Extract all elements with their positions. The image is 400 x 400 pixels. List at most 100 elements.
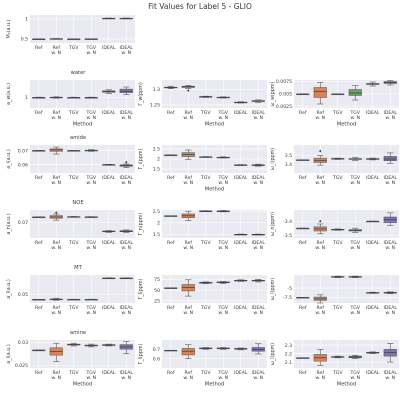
box-ref-w-n [181,344,195,359]
box-tgv-w-n [84,298,98,301]
x-tick-label: TGV [200,305,211,311]
box-ideal [102,17,116,20]
box-ref [296,227,310,230]
section-label-amine: amine [70,330,86,336]
section-label-mt: MT [74,265,82,271]
x-tick-label: TGV [85,370,96,376]
box-tgv [67,150,81,152]
box-tgv [331,228,345,231]
box-ideal-w-n [251,99,265,103]
x-tick-label: TGV [200,110,211,116]
box-tgv-w-n [348,354,362,359]
x-tick-label: TGV [349,305,360,311]
x-tick-label: w. N [121,50,131,56]
box-ref-w-n [313,149,327,166]
x-tick-label: TGV [68,45,79,51]
x-tick-label: TGV [217,240,228,246]
x-tick-label: Ref [299,370,307,376]
box-ref-w-n [313,82,327,105]
y-tick-label: 1.3 [153,87,160,93]
x-tick-label: w. N [51,115,61,121]
y-tick-label: 0.5 [21,37,28,43]
y-tick-label: 3.4 [285,162,292,168]
box-ideal-w-n [119,277,133,280]
x-tick-label: TGV [68,305,79,311]
y-tick-label: 0.6 [153,356,160,362]
x-tick-label: Ref [317,370,325,376]
box-tgv-w-n [216,210,230,213]
x-tick-label: w. N [218,115,228,121]
x-tick-label: w. N [385,180,395,186]
box-tgv [331,275,345,278]
x-tick-label: IDEAL [366,240,380,246]
box-tgv [199,95,213,98]
box-tgv-w-n [84,38,98,40]
y-tick-label: 0.005 [279,92,292,98]
y-tick-label: 1 [25,17,28,23]
y-tick-label: 2 [157,221,160,227]
x-tick-label: Ref [35,110,43,116]
box-ref [164,215,178,217]
section-label-water: water [71,70,87,76]
x-tick-label: w. N [315,180,325,186]
y-tick-label: 0.025 [15,363,28,369]
y-tick-label: -3.5 [283,233,292,239]
x-tick-label: w. N [51,310,61,316]
x-tick-label: w. N [86,375,96,381]
box-ideal-w-n [119,229,133,233]
flier-point [55,211,58,215]
box-ref-w-n [49,342,63,362]
x-tick-label: IDEAL [384,175,398,181]
box-tgv [67,342,81,347]
plot-background [30,210,135,238]
y-axis-label: a_w(a.u.) [6,83,12,105]
y-axis-label: ω_n(ppm) [270,212,276,236]
box-tgv [331,93,345,96]
y-tick-label: -3.4 [283,219,292,225]
y-axis-label: Γ_i(ppm) [138,148,144,169]
box-iqr [181,348,195,356]
box-ref-w-n [181,279,195,297]
y-tick-label: 1.25 [150,103,160,109]
x-tick-label: IDEAL [234,175,248,181]
x-axis-label: Method [337,122,356,128]
x-tick-label: TGV [332,175,343,181]
y-tick-label: 0.07 [18,148,28,154]
box-ideal-w-n [119,341,133,355]
x-axis-label: Method [337,382,356,388]
plot-background [162,340,267,368]
box-tgv [199,210,213,212]
section-label-amide: amide [70,135,86,141]
box-tgv-w-n [216,156,230,159]
y-tick-label: 1.5 [153,167,160,173]
box-tgv-w-n [84,149,98,152]
y-axis-label: a_i(a.u.) [6,149,12,169]
x-tick-label: TGV [332,240,343,246]
x-tick-label: w. N [350,245,360,251]
box-ideal-w-n [119,160,133,168]
x-tick-label: Ref [317,110,325,116]
x-tick-label: Ref [35,175,43,181]
box-tgv-w-n [348,275,362,278]
x-axis-label: Method [73,382,92,388]
x-tick-label: Ref [53,175,61,181]
x-tick-label: w. N [218,375,228,381]
x-tick-label: Ref [317,305,325,311]
x-tick-label: TGV [217,175,228,181]
x-tick-label: Ref [35,305,43,311]
box-ideal [366,291,380,294]
box-ideal [102,277,116,280]
x-tick-label: IDEAL [102,240,116,246]
plot-background [294,275,399,303]
x-tick-label: Ref [299,175,307,181]
x-tick-label: Ref [53,370,61,376]
x-tick-label: w. N [253,180,263,186]
grid [30,210,135,238]
x-tick-label: IDEAL [384,370,398,376]
x-tick-label: TGV [200,175,211,181]
x-tick-label: Ref [167,175,175,181]
